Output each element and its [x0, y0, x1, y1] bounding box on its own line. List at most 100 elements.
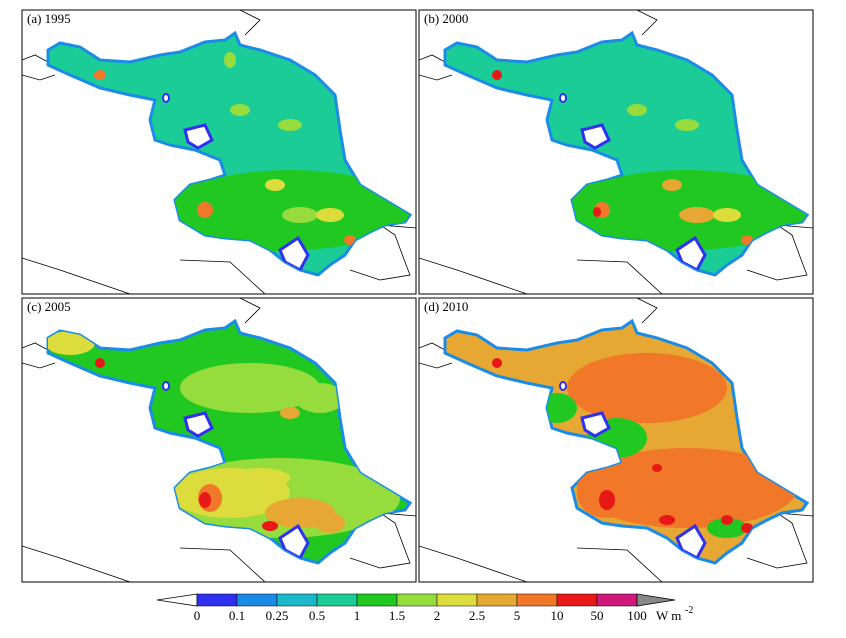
field-patch [492, 358, 502, 368]
colorbar-label: 5 [514, 608, 521, 623]
field-patch [577, 448, 797, 528]
color-swatch [236, 593, 278, 607]
coastline [179, 547, 266, 582]
region-fields [94, 52, 410, 273]
colorbar-label: 100 [627, 608, 647, 623]
colorbar-label: 1 [354, 608, 361, 623]
coastline [419, 54, 446, 63]
field-patch [265, 179, 285, 191]
region-fields [48, 331, 400, 561]
field-patch [280, 407, 300, 419]
colorbar-label: 0.25 [266, 608, 289, 623]
field-patch [316, 208, 344, 222]
field-patch [94, 70, 106, 80]
colorbar-unit-exponent: -2 [685, 605, 693, 616]
lake [675, 235, 707, 273]
field-patch [679, 207, 715, 223]
lake [580, 411, 611, 438]
field-patch [295, 383, 345, 413]
region-fields [492, 70, 807, 273]
field-patch [230, 468, 290, 488]
field-patch [741, 235, 753, 245]
lake [183, 411, 214, 438]
over-triangle [636, 593, 676, 607]
colorbar: 0 0.1 0.25 0.5 1 1.5 2 2.5 5 10 50 100 W m -2 [156, 593, 693, 623]
field-patch [282, 207, 318, 223]
field-patch [713, 208, 741, 222]
color-swatch [196, 593, 238, 607]
panels: (a) 1995 (b) 2000 (c) 2005 (d) 2010 [21, 9, 814, 583]
coastline [22, 54, 49, 63]
field-patch [675, 119, 699, 131]
coastline [22, 257, 131, 294]
coastline [179, 259, 266, 294]
field-patch [537, 393, 577, 423]
map-content [419, 298, 813, 582]
panel-label: (d) 2010 [424, 299, 468, 314]
colorbar-label: 50 [591, 608, 604, 623]
coastline [576, 259, 663, 294]
panel-frame [418, 297, 814, 583]
lake [183, 123, 214, 150]
lake [580, 123, 611, 150]
color-swatch [556, 593, 598, 607]
map-content [22, 298, 416, 582]
coastline [22, 74, 56, 81]
field-patch [224, 52, 236, 68]
lake [559, 93, 567, 103]
field-patch [95, 358, 105, 368]
coastline [239, 10, 261, 36]
coastline [22, 362, 56, 369]
panel-frame [21, 9, 417, 295]
field-patch [180, 363, 320, 413]
coastline [419, 74, 453, 81]
colorbar-label: 0.5 [309, 608, 325, 623]
field-patch [652, 464, 662, 472]
coastline [419, 257, 528, 294]
coastline [636, 10, 658, 36]
colorbar-label: 0 [194, 608, 201, 623]
field-patch [315, 513, 345, 533]
panel-label: (c) 2005 [27, 299, 71, 314]
field-patch [199, 492, 211, 508]
colorbar-label: 2 [434, 608, 441, 623]
coastline [239, 298, 261, 324]
coastline [419, 342, 446, 351]
field-patch [627, 104, 647, 116]
panel-label: (b) 2000 [424, 11, 468, 26]
panel-frame [21, 297, 417, 583]
map-panel: (d) 2010 [418, 297, 814, 583]
colorbar-unit: W m [656, 608, 681, 623]
panel-frame [418, 9, 814, 295]
lake [278, 523, 310, 561]
under-triangle [156, 593, 198, 607]
coastline [576, 547, 663, 582]
colorbar-label: 1.5 [389, 608, 405, 623]
color-swatch [516, 593, 558, 607]
field-patch [230, 104, 250, 116]
field-patch [197, 202, 213, 218]
map-panel: (a) 1995 [21, 9, 417, 295]
field-patch [48, 331, 95, 355]
colorbar-label: 0.1 [229, 608, 245, 623]
field-patch [344, 235, 356, 245]
color-swatch [316, 593, 358, 607]
field-patch [278, 119, 302, 131]
field-patch [662, 179, 682, 191]
lake [162, 93, 170, 103]
color-swatch [596, 593, 638, 607]
color-swatch [396, 593, 438, 607]
field-patch [567, 353, 727, 423]
coastline [636, 298, 658, 324]
region-fields [492, 353, 797, 561]
color-swatch [436, 593, 478, 607]
field-patch [707, 518, 747, 538]
coastline [419, 545, 528, 582]
field-patch [659, 515, 675, 525]
map-panel: (c) 2005 [21, 297, 417, 583]
map-content [419, 10, 813, 294]
color-swatch [276, 593, 318, 607]
lake [162, 381, 170, 391]
lake [278, 235, 310, 273]
